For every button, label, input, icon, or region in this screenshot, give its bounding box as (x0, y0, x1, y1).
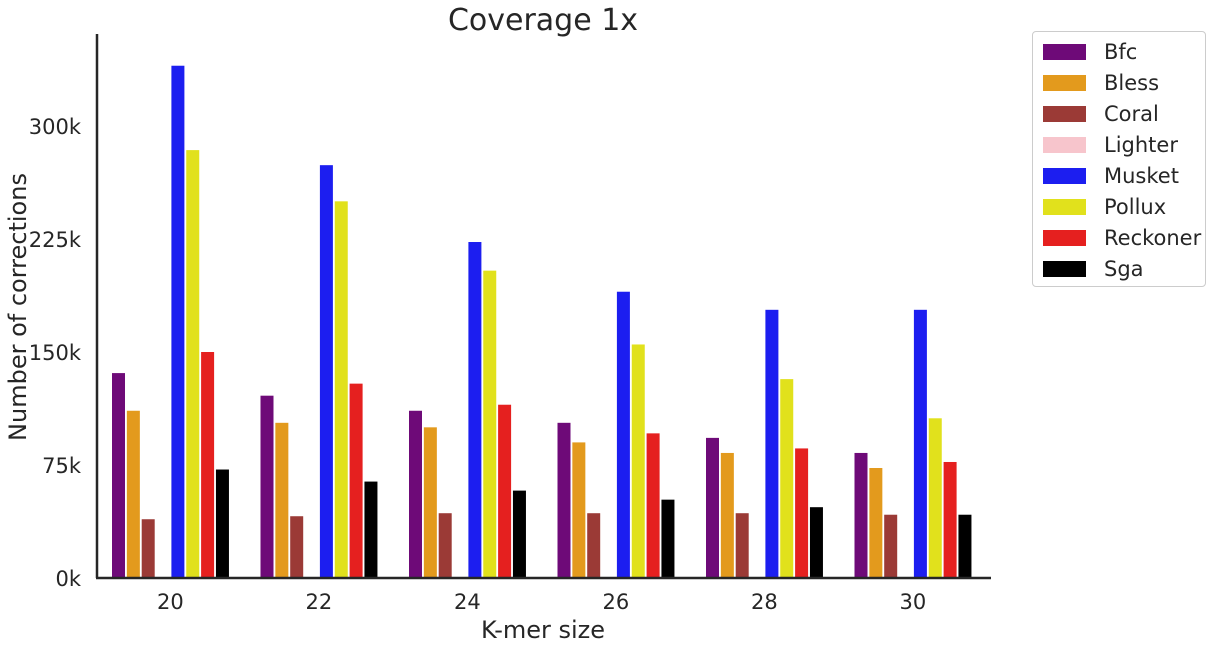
bar-bless-24 (423, 427, 437, 578)
bar-pollux-30 (928, 418, 942, 578)
bars-group (112, 65, 972, 579)
bar-bfc-22 (260, 395, 274, 578)
legend-swatch (1043, 106, 1086, 122)
bar-coral-20 (141, 519, 155, 578)
bar-bfc-20 (112, 373, 125, 578)
legend-swatch (1043, 261, 1086, 277)
bar-musket-26 (616, 291, 630, 578)
legend-item-pollux: Pollux (1043, 195, 1166, 219)
legend-swatch (1043, 44, 1086, 60)
x-axis-label: K-mer size (481, 616, 605, 644)
y-tick-label: 150k (29, 341, 82, 365)
legend-label: Sga (1104, 257, 1144, 281)
legend-swatch (1043, 168, 1086, 184)
y-tick-label: 75k (42, 454, 82, 478)
bar-coral-26 (587, 513, 601, 578)
legend-item-lighter: Lighter (1043, 133, 1178, 157)
legend-label: Bfc (1104, 40, 1138, 64)
bar-pollux-20 (186, 150, 200, 579)
x-tick-label: 26 (603, 590, 630, 614)
legend-label: Bless (1104, 71, 1160, 95)
legend-label: Lighter (1104, 133, 1178, 157)
legend-swatch (1043, 199, 1086, 215)
bar-musket-30 (913, 309, 927, 578)
x-tick-label: 28 (751, 590, 778, 614)
y-tick-label: 225k (29, 228, 82, 252)
bar-reckoner-22 (349, 383, 363, 578)
x-tick-label: 22 (306, 590, 333, 614)
legend-swatch (1043, 230, 1086, 246)
bar-sga-20 (215, 469, 229, 578)
legend-swatch (1043, 75, 1086, 91)
legend-item-musket: Musket (1043, 164, 1179, 188)
bar-reckoner-20 (201, 352, 215, 578)
bar-bless-22 (275, 422, 289, 578)
bar-sga-30 (958, 514, 972, 578)
legend-swatch (1043, 137, 1086, 153)
bar-bfc-30 (854, 452, 868, 578)
legend-item-bfc: Bfc (1043, 40, 1137, 64)
bar-sga-26 (661, 499, 675, 578)
legend-label: Reckoner (1104, 226, 1202, 250)
bar-bless-26 (572, 442, 586, 578)
x-tick-label: 24 (454, 590, 481, 614)
bar-bless-30 (869, 468, 883, 578)
bar-coral-30 (884, 514, 898, 578)
x-tick-label: 30 (900, 590, 927, 614)
bar-bless-28 (720, 452, 734, 578)
legend-item-sga: Sga (1043, 257, 1144, 281)
bar-reckoner-30 (943, 461, 957, 578)
bar-reckoner-28 (795, 448, 809, 578)
bar-musket-22 (319, 165, 333, 579)
legend-label: Coral (1104, 102, 1159, 126)
bar-coral-22 (290, 516, 304, 578)
bar-pollux-22 (334, 201, 348, 578)
bar-bfc-24 (409, 410, 422, 578)
legend-item-reckoner: Reckoner (1043, 226, 1201, 250)
bar-bless-20 (126, 410, 140, 578)
bar-coral-24 (438, 513, 452, 578)
bar-musket-24 (468, 242, 482, 578)
chart-title: Coverage 1x (448, 3, 638, 38)
bar-sga-22 (364, 481, 378, 578)
bar-pollux-28 (780, 379, 794, 578)
bar-sga-28 (809, 507, 823, 578)
legend-label: Pollux (1104, 195, 1167, 219)
legend-label: Musket (1104, 164, 1179, 188)
bar-sga-24 (512, 490, 526, 578)
bar-pollux-24 (483, 270, 497, 578)
bar-musket-28 (765, 309, 779, 578)
y-tick-label: 0k (55, 567, 81, 591)
bar-reckoner-26 (646, 433, 660, 578)
bar-bfc-26 (557, 422, 571, 578)
y-tick-label: 300k (29, 115, 82, 139)
y-axis-label: Number of corrections (4, 173, 32, 441)
bar-pollux-26 (631, 344, 645, 578)
bar-reckoner-24 (498, 404, 512, 578)
chart-legend: Bfc Bless Coral Lighter Musket Pollux Reckoner… (1032, 31, 1206, 287)
x-tick-label: 20 (157, 590, 184, 614)
bar-bfc-28 (706, 437, 719, 578)
bar-musket-20 (171, 65, 185, 579)
legend-item-bless: Bless (1043, 71, 1159, 95)
legend-item-coral: Coral (1043, 102, 1159, 126)
bar-coral-28 (735, 513, 749, 578)
